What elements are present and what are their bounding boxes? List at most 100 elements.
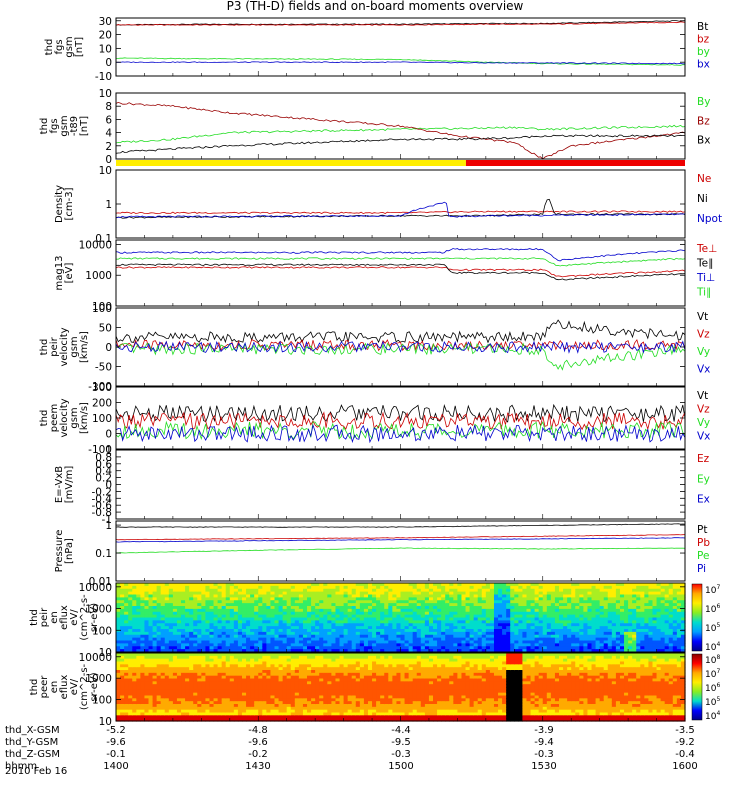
electron-spectrogram-cell (217, 681, 223, 685)
ion-spectrogram-cell (668, 588, 674, 593)
electron-spectrogram-cell (160, 704, 166, 708)
ion-spectrogram-cell (668, 623, 674, 627)
ion-spectrogram-cell (116, 585, 121, 590)
ion-spectrogram-cell (636, 600, 641, 604)
electron-spectrogram-cell (213, 667, 219, 671)
ion-spectrogram-cell (660, 594, 666, 598)
ion-spectrogram-cell (656, 606, 662, 610)
electron-spectrogram-cell (302, 712, 308, 716)
ion-spectrogram-cell (481, 614, 487, 619)
ion-spectrogram-cell (258, 583, 263, 587)
ion-spectrogram-cell (120, 637, 125, 642)
ion-spectrogram-cell (575, 626, 580, 630)
ion-spectrogram-cell (546, 603, 552, 607)
electron-spectrogram-cell (246, 709, 251, 714)
ion-spectrogram-cell (278, 643, 284, 647)
ion-spectrogram-cell (347, 600, 353, 604)
electron-spectrogram-cell (152, 653, 158, 657)
y-tick-label: 100 (92, 301, 112, 313)
ion-spectrogram-cell (522, 611, 528, 616)
ion-spectrogram-cell (241, 614, 247, 619)
electron-spectrogram-cell (282, 704, 288, 708)
ion-spectrogram-cell (583, 614, 589, 619)
ion-spectrogram-cell (197, 588, 202, 593)
ion-spectrogram-cell (477, 603, 483, 607)
ion-spectrogram-cell (567, 603, 572, 607)
ion-spectrogram-cell (636, 594, 641, 598)
electron-spectrogram-cell (201, 701, 207, 705)
ion-spectrogram-cell (388, 591, 393, 596)
series-line-Bx (115, 134, 686, 154)
ion-spectrogram-cell (628, 623, 633, 627)
ion-spectrogram-cell (408, 608, 414, 613)
ion-spectrogram-cell (302, 606, 308, 610)
electron-spectrogram-cell (311, 653, 316, 657)
ion-spectrogram-cell (323, 629, 328, 633)
ion-spectrogram-cell (205, 626, 211, 630)
electron-spectrogram-cell (270, 698, 276, 702)
ion-spectrogram-cell (339, 606, 345, 610)
electron-spectrogram-cell (128, 675, 133, 680)
ion-spectrogram-cell (221, 606, 227, 610)
ion-spectrogram-cell (246, 620, 251, 624)
ion-spectrogram-cell (575, 583, 580, 587)
ion-spectrogram-cell (343, 626, 349, 630)
electron-spectrogram-cell (205, 681, 211, 685)
ion-spectrogram-cell (347, 614, 353, 619)
ion-spectrogram-cell (168, 606, 174, 610)
ion-spectrogram-cell (258, 591, 263, 596)
ion-spectrogram-cell (193, 591, 198, 596)
ion-spectrogram-cell (355, 583, 361, 587)
ion-spectrogram-cell (611, 646, 617, 650)
ion-spectrogram-cell (676, 649, 682, 653)
electron-spectrogram-cell (164, 684, 170, 688)
ion-spectrogram-cell (506, 597, 511, 601)
ion-spectrogram-cell (668, 585, 674, 590)
electron-spectrogram-cell (241, 695, 247, 699)
electron-spectrogram-cell (270, 706, 276, 711)
electron-spectrogram-cell (181, 678, 186, 682)
ion-spectrogram-cell (120, 631, 125, 636)
ion-spectrogram-cell (327, 634, 333, 639)
ion-spectrogram-cell (164, 583, 170, 587)
electron-spectrogram-cell (307, 715, 312, 719)
ion-spectrogram-cell (335, 611, 341, 616)
ion-spectrogram-cell (258, 620, 263, 624)
ion-spectrogram-cell (343, 603, 349, 607)
ion-spectrogram-cell (449, 606, 454, 610)
ion-spectrogram-cell (197, 629, 202, 633)
ion-spectrogram-cell (254, 617, 259, 621)
ion-spectrogram-cell (416, 588, 422, 593)
ion-spectrogram-cell (664, 623, 670, 627)
ion-spectrogram-cell (412, 643, 418, 647)
y-axis-label: [nT] (74, 37, 85, 57)
ion-spectrogram-cell (652, 583, 658, 587)
electron-spectrogram-cell (254, 718, 259, 722)
electron-spectrogram-cell (152, 675, 158, 680)
ion-spectrogram-cell (160, 637, 166, 642)
electron-spectrogram-cell (116, 678, 121, 682)
ion-spectrogram-cell (367, 614, 373, 619)
ion-spectrogram-cell (311, 643, 316, 647)
ion-spectrogram-cell (408, 631, 414, 636)
ion-spectrogram-cell (351, 611, 357, 616)
electron-spectrogram-cell (286, 653, 292, 657)
ion-spectrogram-cell (278, 606, 284, 610)
ion-spectrogram-cell (116, 620, 121, 624)
electron-spectrogram-cell (262, 655, 267, 660)
ion-spectrogram-cell (132, 597, 137, 601)
ion-spectrogram-cell (380, 640, 385, 644)
ion-spectrogram-cell (388, 606, 393, 610)
ion-spectrogram-cell (270, 631, 276, 636)
ion-spectrogram-cell (185, 626, 190, 630)
ion-spectrogram-cell (327, 591, 333, 596)
ion-spectrogram-cell (526, 597, 532, 601)
ion-spectrogram-cell (201, 606, 207, 610)
electron-spectrogram-cell (209, 655, 215, 660)
ion-spectrogram-cell (493, 634, 499, 639)
ion-spectrogram-cell (599, 603, 605, 607)
ion-spectrogram-cell (116, 629, 121, 633)
ion-spectrogram-cell (367, 603, 373, 607)
ion-spectrogram-cell (546, 611, 552, 616)
ion-spectrogram-cell (327, 606, 333, 610)
